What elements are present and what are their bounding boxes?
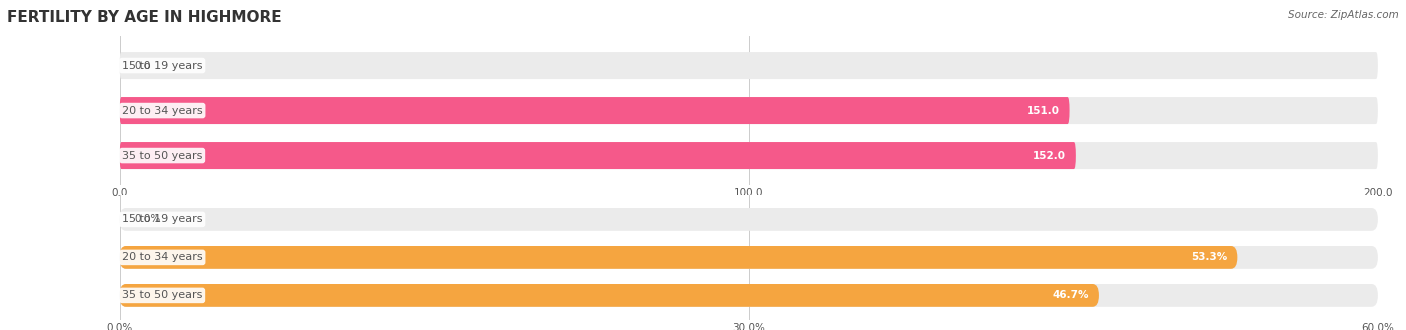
FancyBboxPatch shape [120,97,1378,124]
Text: 35 to 50 years: 35 to 50 years [122,290,202,300]
FancyBboxPatch shape [120,97,1070,124]
Text: 15 to 19 years: 15 to 19 years [122,214,202,224]
Text: 35 to 50 years: 35 to 50 years [122,150,202,161]
Text: 0.0: 0.0 [135,60,150,71]
Text: 46.7%: 46.7% [1052,290,1088,300]
Text: FERTILITY BY AGE IN HIGHMORE: FERTILITY BY AGE IN HIGHMORE [7,10,281,25]
FancyBboxPatch shape [120,142,1378,169]
Text: 53.3%: 53.3% [1191,252,1227,262]
FancyBboxPatch shape [120,284,1378,307]
Text: 152.0: 152.0 [1033,150,1066,161]
Text: 151.0: 151.0 [1026,106,1060,116]
FancyBboxPatch shape [120,246,1237,269]
Text: 15 to 19 years: 15 to 19 years [122,60,202,71]
Text: Source: ZipAtlas.com: Source: ZipAtlas.com [1288,10,1399,20]
FancyBboxPatch shape [120,208,1378,231]
Text: 20 to 34 years: 20 to 34 years [122,106,202,116]
Text: 0.0%: 0.0% [135,214,160,224]
Text: 20 to 34 years: 20 to 34 years [122,252,202,262]
FancyBboxPatch shape [120,52,1378,79]
FancyBboxPatch shape [120,142,1076,169]
FancyBboxPatch shape [120,246,1378,269]
FancyBboxPatch shape [120,284,1099,307]
